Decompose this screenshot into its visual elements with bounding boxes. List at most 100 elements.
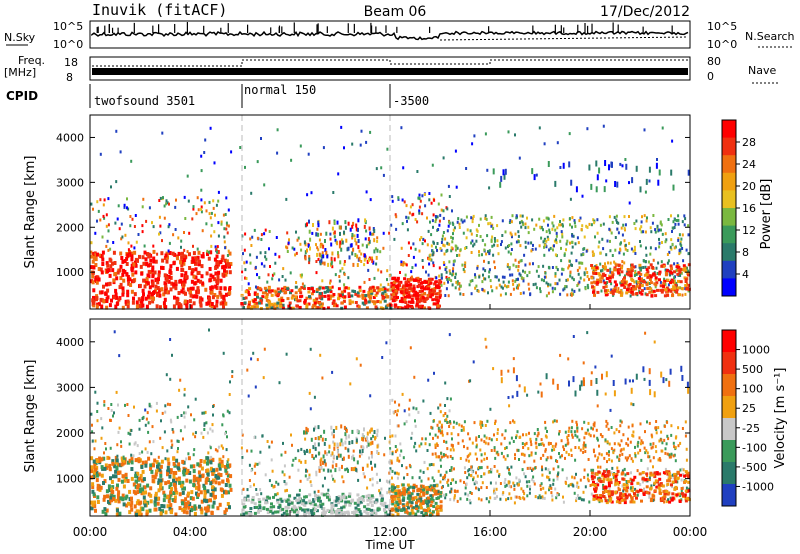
data-cell [436,215,439,219]
data-cell [224,483,228,487]
data-cell [363,263,366,267]
data-cell [243,505,247,508]
data-cell [571,433,574,437]
data-cell [246,306,250,310]
data-cell [669,245,672,249]
data-cell [94,439,97,443]
data-cell [425,296,429,300]
data-cell [431,452,434,456]
data-cell [578,261,581,265]
data-cell [619,248,622,252]
data-cell [266,495,270,499]
data-cell [130,500,134,505]
data-cell [404,273,407,277]
data-cell [606,239,609,243]
data-cell [390,459,393,463]
data-cell [555,241,558,245]
data-cell [117,499,121,504]
data-cell [343,289,347,293]
data-cell [504,284,506,288]
data-cell [91,423,93,427]
data-cell [180,414,183,417]
data-cell [571,216,574,220]
data-cell [498,283,501,287]
data-cell [439,247,442,250]
data-cell [304,474,307,478]
data-cell [652,289,656,293]
data-cell [649,459,652,463]
data-cell [182,258,186,262]
data-cell [198,259,201,264]
data-cell [95,478,99,483]
data-cell [126,460,130,465]
data-cell [372,509,376,513]
data-cell [193,418,196,422]
data-cell [558,223,561,227]
data-cell [676,268,680,272]
data-cell [632,434,635,438]
data-cell [464,246,467,250]
data-cell [309,246,311,251]
data-cell [92,295,96,300]
data-cell [510,252,512,256]
data-cell [405,263,408,267]
data-cell [609,239,611,243]
data-cell [569,241,571,245]
data-cell [425,490,429,494]
data-cell [582,450,585,454]
data-cell [328,220,331,225]
data-cell [472,476,475,480]
data-cell [290,508,294,512]
data-cell [134,270,138,275]
data-cell [527,241,530,245]
data-cell [528,270,531,274]
data-cell [409,205,412,209]
data-cell [205,301,209,306]
data-cell [172,474,176,479]
data-cell [381,291,385,295]
data-cell [391,277,395,281]
data-cell [321,437,324,442]
data-cell [674,436,677,440]
data-cell [220,463,224,468]
data-cell [610,271,614,275]
data-cell [251,305,254,309]
data-cell [370,504,374,507]
data-cell [497,278,500,282]
data-cell [105,224,108,228]
data-cell [587,286,590,290]
data-cell [158,215,161,219]
data-cell [633,222,636,225]
data-cell [220,488,224,493]
data-cell [213,305,217,310]
data-cell [297,236,300,240]
data-cell [251,496,255,499]
data-cell [209,427,212,431]
data-cell [148,508,152,513]
data-cell [438,293,442,297]
data-cell [612,451,615,455]
data-cell [411,203,414,207]
data-cell [490,285,493,289]
data-cell [192,478,196,483]
data-cell [465,246,468,249]
data-cell [505,446,508,450]
data-cell [221,479,225,484]
data-cell [605,419,608,423]
data-cell [535,286,538,290]
data-cell [297,468,300,472]
data-cell [286,297,290,301]
data-cell [91,298,95,303]
data-cell [206,456,210,461]
data-cell [654,426,657,430]
data-cell [461,220,464,224]
data-cell [347,468,349,473]
data-cell [126,277,130,282]
data-cell [95,304,99,309]
data-cell [356,294,360,298]
data-cell [646,275,650,279]
data-cell [510,248,513,251]
data-cell [352,449,355,453]
data-cell [308,219,310,224]
data-cell [114,498,118,503]
